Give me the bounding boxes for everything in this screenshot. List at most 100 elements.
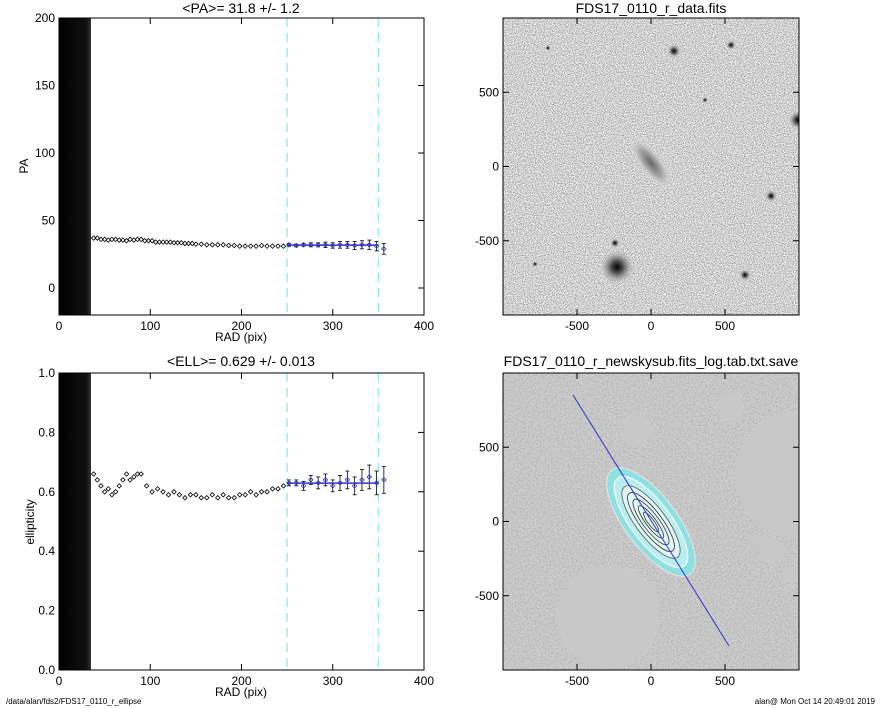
y-tick-label: 0.8 bbox=[38, 425, 55, 439]
footer-path: /data/alan/fds2/FDS17_0110_r_ellipse bbox=[6, 697, 142, 706]
ell-fit-window bbox=[286, 373, 380, 670]
y-tick-label: 200 bbox=[35, 11, 55, 25]
data-point bbox=[176, 492, 183, 498]
data-point bbox=[300, 242, 307, 248]
star bbox=[702, 97, 708, 103]
ell-title: <ELL>= 0.629 +/- 0.013 bbox=[167, 353, 315, 369]
data-point bbox=[344, 242, 351, 248]
data-point bbox=[293, 480, 300, 486]
x-tick-label: 400 bbox=[414, 674, 434, 688]
data-point bbox=[182, 240, 188, 247]
star bbox=[667, 44, 681, 58]
x-tick-label: 100 bbox=[140, 674, 160, 688]
ell-axes-frame bbox=[58, 372, 425, 671]
data-image-y-ticks: -500 0 500 bbox=[475, 85, 799, 248]
star bbox=[545, 45, 551, 51]
data-point bbox=[315, 242, 321, 248]
data-point bbox=[193, 492, 199, 498]
data-point bbox=[90, 235, 97, 241]
major-axis-line bbox=[572, 394, 730, 647]
data-point bbox=[359, 477, 365, 483]
x-tick-label: 0 bbox=[648, 319, 655, 333]
data-point bbox=[275, 243, 281, 249]
data-image bbox=[503, 18, 799, 315]
data-point bbox=[269, 243, 276, 249]
y-tick-label: 500 bbox=[479, 440, 499, 454]
ell-panel: <ELL>= 0.629 +/- 0.013 0 100 200 300 400 0.0… bbox=[23, 353, 434, 699]
data-point bbox=[149, 237, 155, 244]
data-point bbox=[286, 242, 292, 248]
model-image-panel: FDS17_0110_r_newskysub.fits_log.tab.txt.… bbox=[475, 353, 800, 688]
data-point bbox=[198, 494, 205, 501]
data-point bbox=[142, 237, 148, 244]
pa-inner-region-band bbox=[59, 18, 91, 315]
pa-axes-frame bbox=[58, 17, 425, 316]
data-point bbox=[381, 477, 387, 483]
data-point bbox=[269, 486, 276, 492]
star bbox=[788, 110, 799, 130]
data-point bbox=[109, 236, 115, 243]
data-point bbox=[308, 477, 314, 483]
data-point bbox=[109, 492, 115, 498]
data-point bbox=[189, 240, 195, 247]
x-tick-label: -500 bbox=[565, 319, 589, 333]
data-point bbox=[253, 492, 259, 498]
data-point bbox=[344, 477, 351, 483]
data-point bbox=[280, 243, 287, 249]
pa-panel: <PA>= 31.8 +/- 1.2 0 100 200 300 400 0 50 100 1… bbox=[17, 0, 434, 344]
data-point bbox=[145, 237, 152, 244]
ell-inner-region-band bbox=[59, 373, 91, 670]
data-point bbox=[264, 243, 270, 249]
x-tick-label: 300 bbox=[323, 674, 343, 688]
pa-x-ticks: 0 100 200 300 400 bbox=[56, 18, 434, 333]
data-point bbox=[242, 492, 248, 498]
x-tick-label: 500 bbox=[715, 319, 735, 333]
bright-star bbox=[599, 249, 635, 285]
data-point bbox=[247, 243, 254, 249]
pa-fit-window bbox=[286, 18, 380, 315]
data-point bbox=[138, 471, 144, 477]
data-point bbox=[187, 492, 194, 498]
y-tick-label: 0 bbox=[492, 160, 499, 174]
data-point bbox=[366, 242, 373, 248]
y-tick-label: 0 bbox=[492, 515, 499, 529]
data-point bbox=[329, 483, 336, 489]
x-tick-label: 0 bbox=[648, 674, 655, 688]
data-point bbox=[165, 492, 172, 498]
data-point bbox=[134, 471, 141, 477]
star bbox=[532, 261, 538, 267]
x-tick-label: -500 bbox=[565, 674, 589, 688]
data-point bbox=[225, 494, 232, 501]
data-point bbox=[120, 237, 126, 243]
x-tick-label: 300 bbox=[323, 319, 343, 333]
y-tick-label: 0 bbox=[48, 281, 55, 295]
x-tick-label: 200 bbox=[231, 319, 251, 333]
star bbox=[765, 190, 777, 202]
data-point bbox=[337, 480, 343, 486]
pa-ylabel: PA bbox=[17, 158, 31, 173]
data-point bbox=[185, 240, 192, 247]
data-point bbox=[143, 483, 150, 489]
data-point bbox=[154, 486, 161, 492]
data-point bbox=[204, 494, 210, 501]
data-point bbox=[286, 480, 292, 486]
data-point bbox=[120, 477, 126, 483]
data-point bbox=[178, 240, 185, 246]
data-point bbox=[220, 242, 227, 248]
data-point bbox=[160, 239, 166, 245]
data-point bbox=[215, 494, 221, 501]
x-tick-label: 0 bbox=[56, 674, 63, 688]
data-point bbox=[127, 477, 133, 483]
data-point bbox=[134, 236, 141, 243]
data-point bbox=[308, 242, 314, 248]
data-point bbox=[101, 236, 108, 243]
data-point bbox=[127, 236, 133, 243]
data-point bbox=[131, 237, 137, 243]
data-point bbox=[198, 241, 205, 247]
data-point bbox=[160, 489, 166, 495]
data-point bbox=[105, 237, 112, 243]
data-point bbox=[116, 483, 122, 489]
data-point bbox=[366, 474, 373, 480]
isophote-ellipses bbox=[606, 467, 696, 577]
data-point bbox=[193, 241, 199, 247]
